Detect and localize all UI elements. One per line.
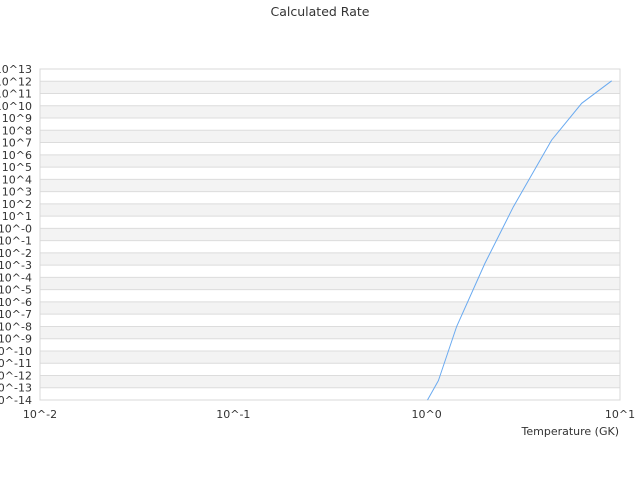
y-tick-label: 10^10 [0,100,32,113]
y-tick-label: 10^11 [0,88,32,101]
series-line [427,80,612,401]
y-tick-label: 10^3 [2,186,32,199]
grid-band [40,375,620,388]
grid-band [40,203,620,217]
grid-band [40,130,620,143]
grid-band [40,105,620,119]
y-tick-label: 10^-8 [0,320,32,333]
y-tick-label: 10^-2 [0,247,32,260]
grid-band [40,228,620,241]
y-tick-label: 10^2 [2,198,32,211]
y-tick-label: 10^-7 [0,308,32,321]
y-tick-label: 10^-4 [0,271,32,284]
y-tick-label: 10^12 [0,75,32,88]
grid-band [40,81,620,94]
grid-band [40,179,620,192]
y-tick-label: 10^-5 [0,284,32,297]
y-tick-label: 10^-11 [0,357,32,370]
grid-band [40,350,620,364]
y-tick-label: 10^-13 [0,382,32,395]
y-tick-label: 10^-14 [0,394,32,407]
x-tick-label: 10^-2 [23,408,57,421]
y-tick-label: 10^-0 [0,222,32,235]
x-tick-label: 10^-1 [216,408,250,421]
y-tick-label: 10^-9 [0,333,32,346]
y-tick-label: 10^-3 [0,259,32,272]
grid-band [40,154,620,168]
y-tick-label: 10^-1 [0,235,32,248]
y-tick-label: 10^7 [2,137,32,150]
x-tick-label: 10^1 [605,408,635,421]
chart-title: Calculated Rate [271,4,370,19]
y-tick-label: 10^6 [2,149,32,162]
y-tick-label: 10^-12 [0,369,32,382]
grid-band [40,252,620,266]
grid-band [40,326,620,339]
grid-band [40,277,620,290]
y-tick-label: 10^5 [2,161,32,174]
y-tick-label: 10^8 [2,124,32,137]
y-tick-label: 10^9 [2,112,32,125]
plot-frame [39,68,621,401]
y-tick-label: 10^1 [2,210,32,223]
x-axis-label: Temperature (GK) [521,425,620,438]
y-tick-label: 10^-10 [0,345,32,358]
x-tick-label: 10^0 [412,408,442,421]
grid-band [40,301,620,315]
y-tick-label: 10^13 [0,63,32,76]
y-tick-label: 10^4 [2,173,32,186]
y-tick-label: 10^-6 [0,296,32,309]
